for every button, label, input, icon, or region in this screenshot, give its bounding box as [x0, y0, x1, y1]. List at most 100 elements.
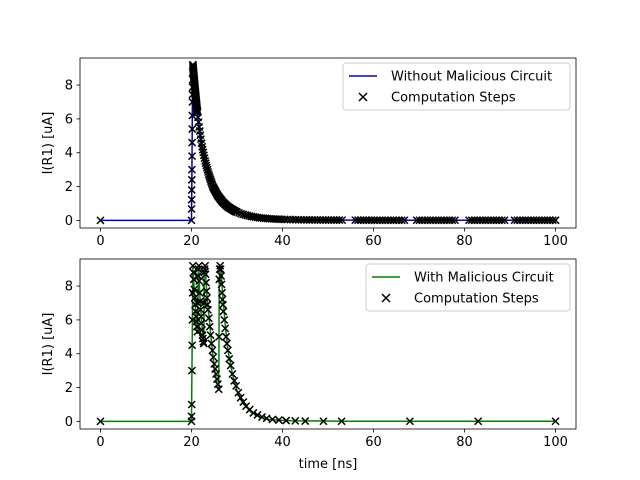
y-tick-label: 0 — [65, 214, 73, 229]
computation-step-marker — [202, 278, 211, 287]
computation-step-marker — [219, 307, 228, 316]
y-tick-label: 4 — [65, 347, 73, 362]
bottom-panel-frame — [79, 258, 577, 430]
computation-step-marker — [197, 319, 206, 328]
computation-step-marker — [236, 393, 245, 402]
computation-step-marker — [187, 195, 196, 204]
computation-step-marker — [187, 185, 196, 194]
computation-step-marker — [207, 339, 216, 348]
x-tick-label: 100 — [543, 435, 568, 450]
computation-step-marker — [214, 332, 224, 341]
top-panel-markers — [96, 60, 560, 225]
top-panel-plot-area — [96, 60, 560, 225]
computation-step-marker — [274, 416, 283, 425]
computation-step-marker — [217, 271, 226, 280]
computation-step-marker — [216, 265, 225, 274]
computation-step-marker — [249, 408, 258, 417]
computation-step-marker — [551, 216, 560, 225]
computation-step-marker — [201, 270, 210, 279]
computation-step-marker — [203, 305, 212, 314]
computation-step-marker — [208, 346, 217, 355]
x-tick-label: 60 — [365, 435, 382, 450]
computation-step-marker — [551, 417, 560, 426]
computation-step-marker — [189, 268, 198, 277]
computation-step-marker — [195, 288, 204, 297]
computation-step-marker — [450, 216, 459, 225]
computation-step-marker — [197, 312, 206, 321]
computation-step-marker — [338, 216, 347, 225]
computation-step-marker — [268, 415, 277, 424]
x-tick-label: 80 — [456, 435, 473, 450]
bottom-panel-legend-label-markers: Computation Steps — [414, 292, 539, 307]
computation-step-marker — [187, 204, 196, 214]
computation-step-marker — [218, 300, 227, 309]
computation-step-marker — [319, 417, 328, 426]
x-tick-label: 60 — [365, 234, 382, 249]
x-tick-label: 0 — [96, 234, 104, 249]
computation-step-marker — [400, 216, 409, 225]
y-tick-label: 0 — [65, 415, 73, 430]
computation-step-marker — [257, 412, 267, 422]
computation-step-marker — [222, 339, 232, 348]
bottom-panel-legend-box — [365, 263, 571, 312]
computation-step-marker — [204, 314, 213, 323]
computation-step-marker — [548, 216, 557, 225]
computation-step-marker — [500, 216, 509, 225]
computation-step-marker — [187, 400, 196, 409]
computation-step-marker — [232, 381, 241, 390]
computation-step-marker — [188, 341, 197, 350]
computation-step-marker — [221, 324, 230, 333]
computation-step-marker — [397, 216, 406, 225]
x-tick-label: 20 — [183, 234, 200, 249]
top-panel: 0 20 40 60 80 100 0 2 4 6 8 I(R1) [uA] Without Mal… — [41, 57, 577, 249]
y-tick-label: 2 — [65, 180, 73, 195]
y-tick-label: 2 — [65, 381, 73, 396]
computation-step-marker — [205, 322, 214, 331]
computation-step-marker — [187, 366, 196, 375]
bottom-panel-legend-marker-swatch — [381, 293, 391, 303]
computation-step-marker — [190, 285, 199, 294]
computation-step-marker — [209, 353, 218, 362]
computation-step-marker — [405, 417, 414, 426]
bottom-panel-y-axis-label: I(R1) [uA] — [41, 313, 56, 376]
bottom-panel: 0 20 40 60 80 100 0 2 4 6 8 I(R1) [uA] time [ns] W… — [41, 258, 577, 472]
y-tick-label: 8 — [65, 79, 73, 94]
x-tick-label: 0 — [96, 435, 104, 450]
computation-step-marker — [202, 287, 211, 296]
computation-step-marker — [187, 216, 196, 225]
x-tick-label: 100 — [543, 234, 568, 249]
computation-step-marker — [301, 417, 310, 426]
computation-step-marker — [214, 385, 223, 394]
computation-step-marker — [291, 416, 300, 425]
computation-step-marker — [188, 261, 197, 270]
computation-step-marker — [253, 410, 262, 419]
computation-step-marker — [239, 397, 248, 406]
bottom-panel-markers — [96, 261, 560, 426]
computation-step-marker — [234, 388, 243, 397]
computation-step-marker — [96, 417, 105, 426]
bottom-panel-legend-label-line: With Malicious Circuit — [414, 271, 554, 286]
computation-step-marker — [335, 216, 344, 225]
computation-step-marker — [448, 216, 457, 225]
x-tick-label: 20 — [183, 435, 200, 450]
y-tick-label: 8 — [65, 280, 73, 295]
top-panel-legend-marker-swatch — [358, 92, 368, 102]
computation-step-marker — [187, 412, 196, 421]
computation-step-marker — [188, 138, 197, 147]
bottom-panel-ticks: 0 20 40 60 80 100 0 2 4 6 8 — [65, 280, 568, 450]
computation-step-marker — [222, 332, 231, 341]
computation-step-marker — [282, 416, 291, 425]
computation-step-marker — [220, 315, 229, 324]
computation-step-marker — [201, 261, 210, 270]
computation-step-marker — [217, 280, 226, 289]
top-panel-legend-label-line: Without Malicious Circuit — [391, 70, 552, 85]
computation-step-marker — [230, 376, 239, 385]
computation-step-marker — [232, 208, 242, 217]
y-tick-label: 6 — [65, 112, 73, 127]
bottom-panel-legend: With Malicious Circuit Computation Steps — [365, 263, 571, 312]
computation-step-marker — [226, 361, 235, 370]
computation-step-marker — [225, 354, 234, 363]
computation-step-marker — [199, 337, 208, 346]
top-panel-legend: Without Malicious Circuit Computation St… — [342, 62, 571, 111]
top-panel-frame — [79, 57, 577, 229]
